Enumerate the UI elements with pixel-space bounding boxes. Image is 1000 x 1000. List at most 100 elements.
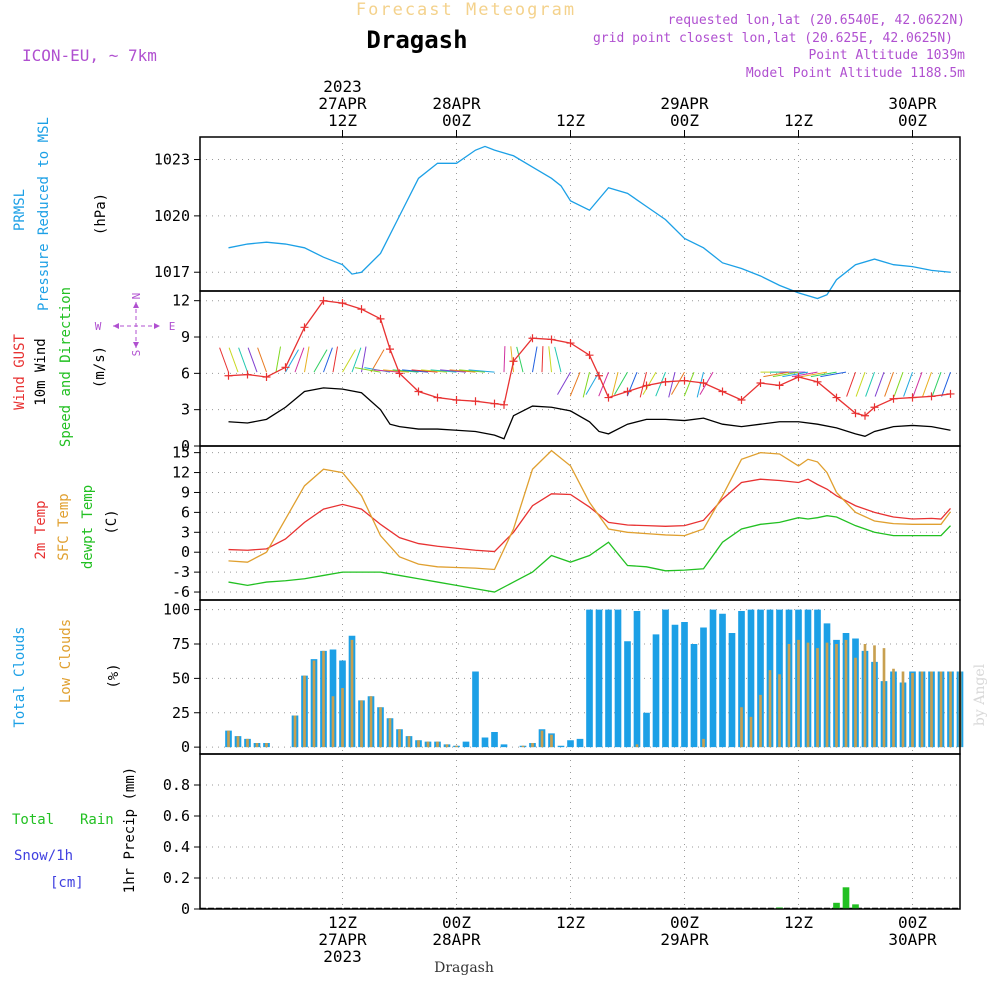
low-cloud-bar [322, 650, 325, 748]
gust-marker [566, 339, 575, 348]
low-cloud-bar [759, 694, 762, 748]
snow-unit-label: [cm] [50, 875, 84, 891]
panel-frame-pressure [199, 136, 961, 292]
compass-s: S [130, 350, 143, 357]
low-cloud-bar [635, 744, 639, 748]
gust-marker [500, 400, 508, 409]
wind-arrow [865, 371, 875, 397]
pressure-msl-label: Pressure Reduced to MSL [36, 117, 52, 311]
low-cloud-bar [341, 688, 344, 748]
y-tick-label: 6 [181, 364, 190, 382]
bottom-time-label: 30APR [888, 930, 937, 949]
total-cloud-bar [481, 737, 489, 748]
gust-marker [433, 393, 442, 402]
y-tick-label: -3 [172, 563, 190, 581]
wind-arrow [855, 371, 866, 397]
low-cloud-bar [255, 743, 259, 748]
bottom-time-label: 12Z [784, 913, 813, 932]
wind-arrow [238, 347, 248, 373]
total-cloud-bar [719, 613, 726, 748]
low-cloud-bar [550, 734, 553, 748]
wind-arrow [569, 371, 581, 397]
total-cloud-bar [681, 622, 688, 748]
wind-arrow [801, 371, 828, 378]
bottom-time-label: 00Z [898, 913, 927, 932]
low-cloud-bar [778, 674, 781, 748]
gust-marker [756, 379, 765, 388]
low-cloud-bar [854, 657, 857, 748]
wind-arrow [383, 369, 410, 373]
total-cloud-bar [472, 671, 479, 748]
y-tick-label: 12 [172, 292, 190, 310]
low-cloud-bar [787, 644, 791, 748]
top-time-label: 00Z [898, 111, 927, 130]
wind-speed-dir-label: Speed and Direction [58, 287, 74, 447]
gust-marker [861, 411, 869, 420]
top-time-label: 2023 [323, 77, 362, 96]
wind-arrow [468, 369, 495, 373]
precip-unit-label: 1hr Precip (mm) [122, 767, 138, 893]
gust-marker [547, 335, 556, 344]
wind-gust-label: Wind GUST [12, 334, 28, 410]
bottom-time-label: 27APR [318, 930, 367, 949]
wind-arrow [548, 346, 552, 373]
low-cloud-bar [844, 639, 848, 748]
bottom-station-label: Dragash [434, 960, 494, 976]
wind-arrow [411, 369, 438, 373]
temp-unit-label: (C) [104, 509, 120, 534]
gust-marker [718, 387, 727, 396]
wind-arrow [820, 371, 847, 378]
low-cloud-bar [293, 715, 297, 748]
low-cloud-bar [360, 700, 363, 748]
wind-arrow [626, 371, 638, 397]
gust-marker [604, 393, 613, 402]
wind-arrow [228, 347, 239, 373]
total-cloud-bar [757, 609, 764, 748]
y-tick-label: 0 [181, 900, 190, 918]
gust-marker [595, 371, 603, 380]
total-rain-label-total: Total [12, 812, 54, 828]
wind-arrow [294, 347, 305, 373]
series-line-prmsl [228, 145, 951, 300]
wind-arrow [696, 372, 704, 398]
super-title: Forecast Meteogram [356, 0, 576, 20]
wind-arrow [941, 371, 951, 397]
series-line-sfc-temp [228, 449, 952, 571]
wind-arrow [554, 346, 562, 373]
y-tick-label: 75 [172, 635, 190, 653]
bottom-time-label: 00Z [442, 913, 471, 932]
wind-arrow [532, 346, 538, 373]
gust-marker [642, 381, 651, 390]
gust-marker [813, 377, 822, 386]
wind-arrow [392, 369, 419, 373]
low-cloud-bar [369, 696, 373, 748]
y-tick-label: 0.8 [163, 776, 190, 794]
rain-bar [833, 902, 840, 909]
low-cloud-bar [806, 642, 810, 748]
total-cloud-bar [700, 627, 707, 748]
wind-arrow [614, 371, 628, 395]
y-tick-label: 0.6 [163, 807, 190, 825]
wind-arrow [421, 369, 448, 373]
y-tick-label: 3 [181, 401, 190, 419]
low-cloud-bar [816, 648, 819, 748]
low-cloud-bar [265, 743, 268, 748]
wind-arrow [642, 371, 657, 395]
total-cloud-bar [586, 609, 593, 748]
low-cloud-bar [331, 696, 335, 748]
wind-arrow [304, 346, 310, 373]
top-time-label: 30APR [888, 94, 937, 113]
wind-arrow [332, 346, 339, 373]
gust-marker [490, 399, 499, 408]
total-cloud-bar [709, 609, 717, 748]
gust-marker [585, 351, 594, 360]
total-cloud-bar [576, 738, 584, 748]
total-clouds-label: Total Clouds [12, 626, 28, 727]
gust-marker [832, 393, 841, 402]
clouds-unit-label: (%) [106, 663, 122, 688]
series-line-10m-wind [228, 387, 951, 440]
station-title: Dragash [366, 26, 467, 54]
wind-arrow [639, 372, 647, 398]
wind-arrow [874, 371, 885, 397]
bottom-time-label: 00Z [670, 913, 699, 932]
